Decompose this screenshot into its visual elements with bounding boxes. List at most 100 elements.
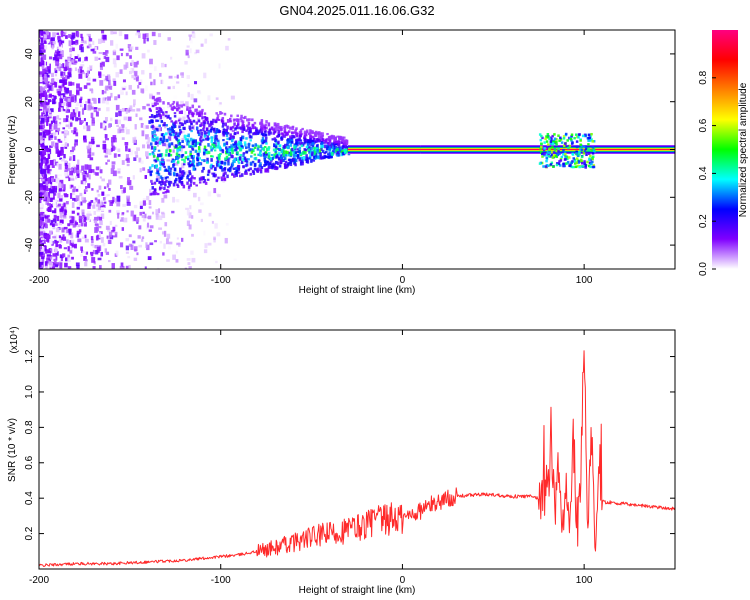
heatmap-cell	[339, 135, 343, 139]
heatmap-cell	[264, 151, 268, 154]
heatmap-cell	[43, 248, 47, 252]
heatmap-cell	[80, 41, 85, 44]
heatmap-cell	[278, 158, 281, 161]
spectrogram-y-label: Frequency (Hz)	[7, 116, 18, 185]
heatmap-cell	[180, 175, 184, 179]
snr-y-label: SNR (10 * v/v)	[7, 418, 18, 482]
heatmap-cell	[284, 150, 287, 154]
heatmap-cell	[186, 220, 190, 227]
heatmap-cell	[127, 44, 132, 49]
heatmap-cell	[554, 154, 558, 158]
heatmap-cell	[587, 133, 591, 137]
heatmap-cell	[326, 145, 329, 149]
heatmap-cell	[242, 127, 246, 131]
heatmap-cell	[78, 73, 83, 79]
heatmap-cell	[45, 268, 49, 269]
heatmap-cell	[227, 153, 231, 157]
heatmap-cell	[59, 254, 64, 259]
heatmap-cell	[64, 161, 68, 166]
heatmap-cell	[251, 160, 255, 164]
heatmap-cell	[39, 105, 43, 110]
heatmap-cell	[57, 91, 62, 95]
heatmap-cell	[113, 63, 117, 68]
heatmap-cell	[580, 148, 584, 152]
heatmap-cell	[198, 114, 202, 117]
heatmap-cell	[221, 148, 224, 152]
heatmap-cell	[47, 151, 51, 155]
heatmap-cell	[68, 228, 72, 235]
heatmap-cell	[172, 182, 176, 187]
heatmap-cell	[225, 223, 229, 226]
heatmap-cell	[253, 157, 257, 160]
heatmap-cell	[111, 141, 114, 147]
heatmap-cell	[157, 172, 161, 176]
heatmap-cell	[197, 146, 201, 150]
heatmap-cell	[200, 111, 204, 116]
heatmap-cell	[242, 157, 245, 162]
heatmap-cell	[540, 142, 543, 146]
heatmap-cell	[150, 119, 153, 122]
heatmap-cell	[262, 152, 266, 157]
heatmap-cell	[589, 135, 592, 138]
heatmap-cell	[203, 230, 206, 236]
heatmap-cell	[200, 218, 204, 223]
heatmap-cell	[142, 144, 146, 149]
heatmap-cell	[162, 252, 165, 256]
heatmap-cell	[128, 148, 131, 152]
heatmap-cell	[564, 142, 567, 145]
heatmap-cell	[180, 131, 185, 134]
heatmap-cell	[177, 147, 181, 150]
heatmap-cell	[216, 232, 221, 237]
heatmap-cell	[59, 219, 64, 224]
heatmap-cell	[190, 129, 193, 133]
heatmap-cell	[243, 156, 247, 160]
heatmap-cell	[245, 172, 248, 175]
heatmap-cell	[147, 137, 151, 142]
heatmap-cell	[172, 124, 176, 129]
heatmap-cell	[269, 161, 272, 166]
heatmap-cell	[47, 218, 51, 223]
heatmap-cell	[56, 46, 61, 52]
heatmap-cell	[43, 76, 48, 82]
heatmap-cell	[181, 153, 185, 157]
heatmap-cell	[170, 142, 174, 146]
heatmap-cell	[341, 151, 345, 156]
heatmap-cell	[254, 143, 257, 147]
heatmap-cell	[584, 134, 587, 138]
heatmap-cell	[155, 209, 159, 215]
heatmap-cell	[280, 137, 283, 141]
heatmap-cell	[550, 153, 554, 157]
heatmap-cell	[235, 142, 239, 146]
heatmap-cell	[117, 212, 120, 219]
heatmap-cell	[50, 79, 54, 84]
heatmap-cell	[303, 136, 306, 139]
heatmap-cell	[583, 149, 586, 153]
heatmap-cell	[74, 56, 79, 59]
heatmap-cell	[100, 213, 105, 219]
heatmap-cell	[576, 164, 580, 168]
heatmap-cell	[102, 74, 105, 77]
heatmap-cell	[545, 163, 549, 167]
heatmap-cell	[62, 253, 66, 258]
heatmap-cell	[161, 197, 165, 203]
heatmap-cell	[101, 97, 106, 104]
heatmap-cell	[185, 49, 189, 56]
heatmap-cell	[54, 259, 57, 263]
heatmap-cell	[198, 162, 202, 165]
heatmap-cell	[190, 154, 194, 159]
heatmap-cell	[79, 104, 84, 108]
heatmap-cell	[133, 157, 137, 161]
heatmap-cell	[45, 224, 48, 229]
heatmap-cell	[320, 135, 323, 140]
heatmap-cell	[574, 133, 578, 136]
heatmap-cell	[223, 161, 227, 165]
heatmap-cell	[61, 150, 64, 156]
heatmap-cell	[318, 131, 321, 136]
heatmap-cell	[151, 211, 155, 215]
heatmap-cell	[158, 113, 161, 116]
heatmap-cell	[207, 150, 211, 155]
heatmap-cell	[288, 151, 291, 156]
heatmap-cell	[146, 195, 150, 201]
heatmap-cell	[175, 172, 179, 177]
heatmap-cell	[221, 116, 225, 120]
